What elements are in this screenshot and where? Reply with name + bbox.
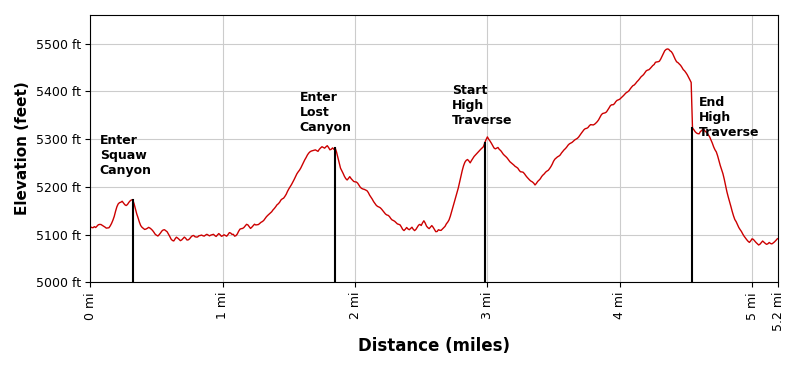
X-axis label: Distance (miles): Distance (miles) [358, 337, 510, 355]
Text: End
High
Traverse: End High Traverse [699, 96, 760, 139]
Y-axis label: Elevation (feet): Elevation (feet) [15, 82, 30, 215]
Text: Enter
Lost
Canyon: Enter Lost Canyon [299, 91, 351, 134]
Text: Start
High
Traverse: Start High Traverse [452, 84, 512, 127]
Text: Enter
Squaw
Canyon: Enter Squaw Canyon [100, 134, 152, 177]
